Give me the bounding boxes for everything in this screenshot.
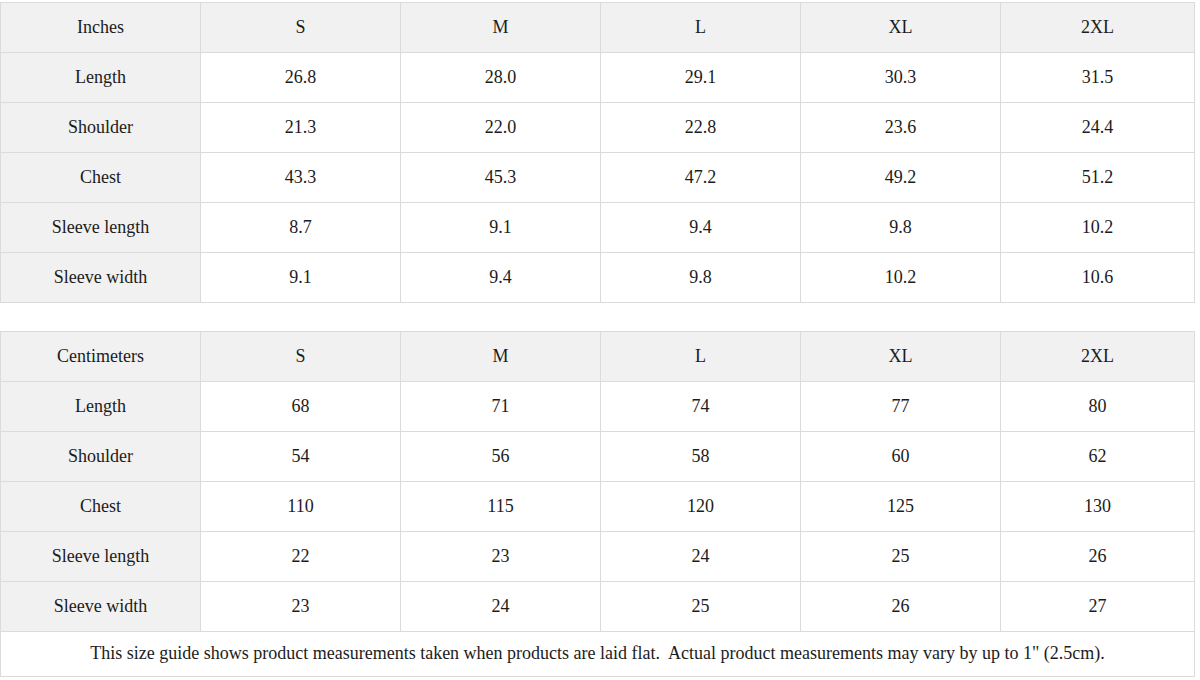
row-label-cell: Shoulder (1, 432, 201, 482)
value-cell: 10.6 (1001, 253, 1195, 303)
value-cell: 29.1 (601, 53, 801, 103)
value-cell: 26.8 (201, 53, 401, 103)
row-label-cell: Sleeve width (1, 582, 201, 632)
value-cell: 23.6 (801, 103, 1001, 153)
row-label-cell: Length (1, 382, 201, 432)
value-cell: 27 (1001, 582, 1195, 632)
footer-row: This size guide shows product measuremen… (1, 632, 1195, 677)
value-cell: 9.4 (601, 203, 801, 253)
value-cell: 9.8 (601, 253, 801, 303)
value-cell: 22.0 (401, 103, 601, 153)
size-header-cell-m: M (401, 3, 601, 53)
value-cell: 71 (401, 382, 601, 432)
value-cell: 8.7 (201, 203, 401, 253)
value-cell: 115 (401, 482, 601, 532)
value-cell: 77 (801, 382, 1001, 432)
row-label-cell: Sleeve length (1, 203, 201, 253)
value-cell: 26 (1001, 532, 1195, 582)
value-cell: 25 (601, 582, 801, 632)
value-cell: 9.1 (401, 203, 601, 253)
value-cell: 31.5 (1001, 53, 1195, 103)
value-cell: 21.3 (201, 103, 401, 153)
value-cell: 23 (201, 582, 401, 632)
size-header-cell-2xl: 2XL (1001, 332, 1195, 382)
centimeters-header-row: Centimeters S M L XL 2XL (1, 332, 1195, 382)
table-row-chest: Chest 110 115 120 125 130 (1, 482, 1195, 532)
table-row-sleeve-width: Sleeve width 9.1 9.4 9.8 10.2 10.6 (1, 253, 1195, 303)
size-header-cell-l: L (601, 3, 801, 53)
inches-table: Inches S M L XL 2XL Length 26.8 28.0 29.… (0, 2, 1195, 303)
value-cell: 24.4 (1001, 103, 1195, 153)
value-cell: 24 (601, 532, 801, 582)
centimeters-table: Centimeters S M L XL 2XL Length 68 71 74… (0, 331, 1195, 677)
size-header-cell-m: M (401, 332, 601, 382)
row-label-cell: Sleeve length (1, 532, 201, 582)
value-cell: 25 (801, 532, 1001, 582)
value-cell: 49.2 (801, 153, 1001, 203)
value-cell: 23 (401, 532, 601, 582)
value-cell: 24 (401, 582, 601, 632)
value-cell: 9.1 (201, 253, 401, 303)
size-header-cell-s: S (201, 332, 401, 382)
value-cell: 56 (401, 432, 601, 482)
unit-header-cell: Inches (1, 3, 201, 53)
size-guide: Inches S M L XL 2XL Length 26.8 28.0 29.… (0, 0, 1200, 677)
value-cell: 43.3 (201, 153, 401, 203)
inches-header-row: Inches S M L XL 2XL (1, 3, 1195, 53)
value-cell: 58 (601, 432, 801, 482)
table-row-sleeve-width: Sleeve width 23 24 25 26 27 (1, 582, 1195, 632)
value-cell: 80 (1001, 382, 1195, 432)
value-cell: 62 (1001, 432, 1195, 482)
row-label-cell: Chest (1, 482, 201, 532)
value-cell: 130 (1001, 482, 1195, 532)
value-cell: 125 (801, 482, 1001, 532)
value-cell: 10.2 (1001, 203, 1195, 253)
table-row-sleeve-length: Sleeve length 8.7 9.1 9.4 9.8 10.2 (1, 203, 1195, 253)
value-cell: 10.2 (801, 253, 1001, 303)
value-cell: 51.2 (1001, 153, 1195, 203)
table-row-chest: Chest 43.3 45.3 47.2 49.2 51.2 (1, 153, 1195, 203)
unit-header-cell: Centimeters (1, 332, 201, 382)
value-cell: 22.8 (601, 103, 801, 153)
row-label-cell: Shoulder (1, 103, 201, 153)
value-cell: 68 (201, 382, 401, 432)
value-cell: 30.3 (801, 53, 1001, 103)
size-header-cell-xl: XL (801, 332, 1001, 382)
value-cell: 74 (601, 382, 801, 432)
value-cell: 110 (201, 482, 401, 532)
row-label-cell: Sleeve width (1, 253, 201, 303)
value-cell: 9.8 (801, 203, 1001, 253)
value-cell: 45.3 (401, 153, 601, 203)
table-row-sleeve-length: Sleeve length 22 23 24 25 26 (1, 532, 1195, 582)
value-cell: 54 (201, 432, 401, 482)
value-cell: 22 (201, 532, 401, 582)
size-header-cell-xl: XL (801, 3, 1001, 53)
table-row-shoulder: Shoulder 21.3 22.0 22.8 23.6 24.4 (1, 103, 1195, 153)
footer-note: This size guide shows product measuremen… (1, 632, 1195, 677)
table-row-length: Length 26.8 28.0 29.1 30.3 31.5 (1, 53, 1195, 103)
value-cell: 120 (601, 482, 801, 532)
value-cell: 47.2 (601, 153, 801, 203)
value-cell: 26 (801, 582, 1001, 632)
table-row-length: Length 68 71 74 77 80 (1, 382, 1195, 432)
row-label-cell: Length (1, 53, 201, 103)
size-header-cell-2xl: 2XL (1001, 3, 1195, 53)
value-cell: 9.4 (401, 253, 601, 303)
size-header-cell-s: S (201, 3, 401, 53)
table-row-shoulder: Shoulder 54 56 58 60 62 (1, 432, 1195, 482)
row-label-cell: Chest (1, 153, 201, 203)
value-cell: 28.0 (401, 53, 601, 103)
size-header-cell-l: L (601, 332, 801, 382)
value-cell: 60 (801, 432, 1001, 482)
